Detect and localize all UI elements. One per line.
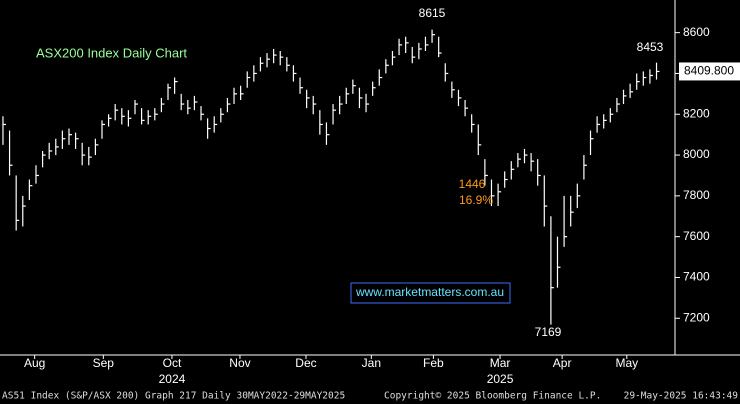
year-label: 2025 — [487, 372, 514, 386]
x-tick-label: Dec — [295, 356, 316, 370]
website-box — [350, 282, 511, 304]
x-tick-label: Jan — [362, 356, 381, 370]
x-tick-label: Nov — [229, 356, 250, 370]
footer-copyright: Copyright© 2025 Bloomberg Finance L.P. — [384, 391, 601, 402]
y-tick-label: 7600 — [683, 229, 710, 243]
annotation: 7169 — [535, 325, 562, 339]
annotation: 8453 — [637, 40, 664, 54]
x-tick-label: Mar — [490, 356, 511, 370]
annotation: 16.9% — [459, 193, 493, 207]
y-tick-label: 7800 — [683, 188, 710, 202]
y-tick-label: 8600 — [683, 25, 710, 39]
x-tick-label: Oct — [163, 356, 182, 370]
x-tick-label: Apr — [553, 356, 572, 370]
website: www.marketmatters.com.au — [355, 285, 504, 299]
last-price-box — [679, 62, 740, 81]
y-tick-label: 7400 — [683, 270, 710, 284]
annotation: 1446 — [459, 177, 486, 191]
y-tick-label: 8000 — [683, 147, 710, 161]
y-tick-label: 8200 — [683, 106, 710, 120]
y-tick-label: 7200 — [683, 310, 710, 324]
x-tick-label: Aug — [24, 356, 45, 370]
chart-title: ASX200 Index Daily Chart — [36, 45, 187, 60]
x-tick-label: Sep — [93, 356, 115, 370]
x-tick-label: May — [615, 356, 638, 370]
x-tick-label: Feb — [423, 356, 444, 370]
last-price-label: 8409.800 — [684, 64, 734, 78]
annotation: 8615 — [419, 6, 446, 20]
footer-source: AS51 Index (S&P/ASX 200) Graph 217 Daily… — [2, 391, 345, 402]
year-label: 2024 — [159, 372, 186, 386]
footer-time: 29-May-2025 16:43:49 — [624, 391, 739, 402]
